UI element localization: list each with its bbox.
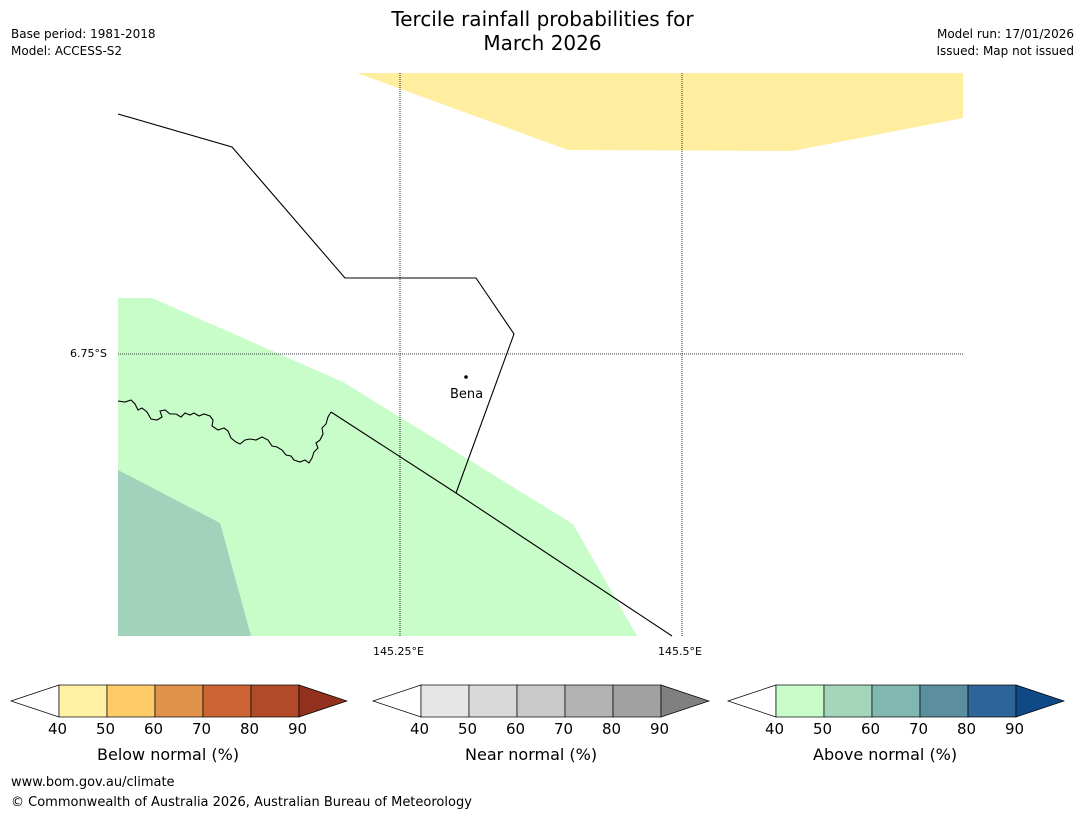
below-normal-extend-high	[298, 684, 349, 718]
near-normal-label: Near normal (%)	[465, 745, 598, 764]
below-normal-colorbar	[9, 684, 349, 718]
near-normal-bin-60-70	[516, 684, 566, 718]
above-normal-tick: 90	[1005, 720, 1025, 738]
above-normal-region-40	[118, 298, 637, 636]
near-normal-colorbar	[371, 684, 711, 718]
near-normal-tick: 60	[506, 720, 526, 738]
above-normal-bin-40-50	[775, 684, 825, 718]
latitude-label: 6.75°S	[70, 347, 107, 360]
metadata-right: Model run: 17/01/2026 Issued: Map not is…	[936, 26, 1074, 60]
below-normal-tick: 70	[192, 720, 212, 738]
above-normal-tick: 40	[765, 720, 785, 738]
above-normal-tick: 50	[813, 720, 833, 738]
issued-status: Issued: Map not issued	[936, 44, 1074, 58]
above-normal-tick: 80	[957, 720, 977, 738]
near-normal-bin-80-90	[612, 684, 662, 718]
footer-copyright: © Commonwealth of Australia 2026, Austra…	[11, 795, 472, 810]
map-title: Tercile rainfall probabilities for March…	[0, 7, 1085, 55]
above-normal-bin-80-90	[967, 684, 1017, 718]
above-normal-bin-60-70	[871, 684, 921, 718]
river-boundary	[117, 399, 332, 464]
above-normal-label: Above normal (%)	[813, 745, 958, 764]
longitude-label-145-25: 145.25°E	[373, 645, 424, 658]
province-boundary-south	[330, 411, 673, 637]
below-normal-region	[357, 73, 963, 151]
model-run: Model run: 17/01/2026	[936, 27, 1074, 41]
near-normal-tick: 70	[554, 720, 574, 738]
model-name: Model: ACCESS-S2	[11, 44, 123, 58]
near-normal-bin-40-50	[420, 684, 470, 718]
above-normal-bin-70-80	[919, 684, 969, 718]
near-normal-extend-low	[371, 684, 422, 718]
base-period: Base period: 1981-2018	[11, 27, 156, 41]
near-normal-extend-high	[660, 684, 711, 718]
below-normal-tick: 50	[96, 720, 116, 738]
footer-url: www.bom.gov.au/climate	[11, 775, 175, 790]
below-normal-extend-low	[9, 684, 60, 718]
below-normal-tick: 40	[48, 720, 68, 738]
above-normal-tick: 70	[909, 720, 929, 738]
below-normal-bin-50-60	[106, 684, 156, 718]
near-normal-bin-70-80	[564, 684, 614, 718]
below-normal-tick: 60	[144, 720, 164, 738]
below-normal-tick: 80	[240, 720, 260, 738]
near-normal-tick: 90	[650, 720, 670, 738]
below-normal-bin-40-50	[58, 684, 108, 718]
near-normal-bin-50-60	[468, 684, 518, 718]
map-title-line2: March 2026	[483, 31, 602, 55]
place-label-bena: Bena	[450, 387, 484, 402]
near-normal-tick: 80	[602, 720, 622, 738]
below-normal-label: Below normal (%)	[97, 745, 240, 764]
above-normal-extend-low	[726, 684, 777, 718]
longitude-label-145-5: 145.5°E	[658, 645, 702, 658]
above-normal-region-50	[118, 470, 251, 636]
above-normal-tick: 60	[861, 720, 881, 738]
above-normal-bin-50-60	[823, 684, 873, 718]
near-normal-tick: 40	[410, 720, 430, 738]
province-boundary-north	[117, 113, 515, 494]
map-title-line1: Tercile rainfall probabilities for	[391, 7, 694, 31]
below-normal-bin-60-70	[154, 684, 204, 718]
above-normal-colorbar	[726, 684, 1066, 718]
below-normal-bin-80-90	[250, 684, 300, 718]
bena-marker	[464, 375, 468, 379]
below-normal-bin-70-80	[202, 684, 252, 718]
above-normal-extend-high	[1015, 684, 1066, 718]
near-normal-tick: 50	[458, 720, 478, 738]
metadata-left: Base period: 1981-2018 Model: ACCESS-S2	[11, 26, 156, 60]
below-normal-tick: 90	[288, 720, 308, 738]
